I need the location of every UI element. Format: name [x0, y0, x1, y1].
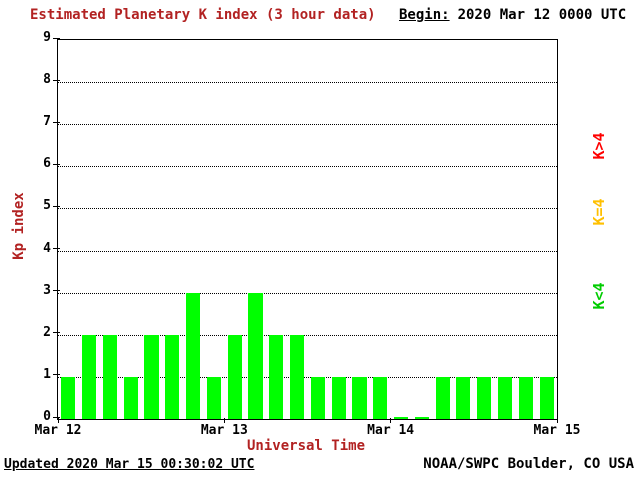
kp-bar — [102, 334, 118, 419]
x-tick-mark — [390, 418, 392, 423]
x-tick-mark — [223, 418, 225, 423]
y-tick-label: 7 — [43, 114, 51, 130]
kp-bar — [248, 292, 263, 419]
gridline — [58, 376, 557, 378]
y-tick-mark — [53, 163, 60, 165]
x-tick-mark — [57, 418, 59, 423]
legend-item: K<4 — [590, 282, 608, 310]
y-tick-mark — [53, 79, 60, 81]
kp-bar — [331, 376, 346, 419]
x-tick-label: Mar 13 — [200, 423, 248, 438]
kp-bar — [352, 376, 367, 419]
x-tick-label: Mar 14 — [367, 423, 415, 438]
x-tick-label: Mar 15 — [533, 423, 581, 438]
x-tick-mark — [556, 418, 558, 423]
y-tick-label: 0 — [43, 409, 51, 424]
y-tick-mark — [53, 248, 60, 250]
kp-bar — [310, 376, 325, 419]
kp-bar — [206, 376, 221, 419]
y-tick-label: 2 — [43, 324, 51, 340]
kp-bar — [477, 376, 492, 419]
gridline — [58, 124, 557, 126]
begin-timestamp: Begin: 2020 Mar 12 0000 UTC — [399, 7, 626, 23]
y-tick-mark — [53, 205, 60, 207]
kp-bar — [518, 376, 533, 419]
kp-bar — [456, 376, 471, 419]
y-tick-mark — [53, 374, 60, 376]
kp-bar — [539, 376, 554, 419]
y-tick-label: 5 — [43, 198, 51, 214]
x-axis-label: Universal Time — [246, 438, 366, 454]
kp-bar — [269, 334, 284, 419]
y-tick-label: 9 — [43, 30, 51, 45]
kp-bar — [414, 417, 429, 419]
y-tick-mark — [53, 290, 60, 292]
kp-bar — [61, 376, 76, 419]
y-tick-label: 3 — [43, 282, 51, 298]
y-tick-mark — [53, 37, 60, 39]
y-tick-label: 1 — [43, 366, 51, 382]
chart-title: Estimated Planetary K index (3 hour data… — [30, 7, 376, 23]
y-tick-label: 8 — [43, 72, 51, 88]
begin-label: Begin: — [399, 7, 450, 23]
kp-bar — [144, 334, 159, 419]
kp-bar — [165, 334, 180, 419]
gridline — [58, 292, 557, 294]
y-tick-label: 4 — [43, 240, 51, 256]
gridline — [58, 334, 557, 336]
y-tick-mark — [53, 416, 60, 418]
kp-bar — [227, 334, 242, 419]
kp-bar — [393, 417, 409, 419]
kp-bar — [435, 376, 450, 419]
kp-bar — [373, 376, 388, 419]
gridline — [58, 82, 557, 84]
kp-bar — [290, 334, 305, 419]
y-tick-mark — [53, 121, 60, 123]
y-tick-label: 6 — [43, 156, 51, 172]
kp-bar — [123, 376, 138, 419]
updated-timestamp: Updated 2020 Mar 15 00:30:02 UTC — [4, 457, 255, 472]
gridline — [58, 250, 557, 252]
source-credit: NOAA/SWPC Boulder, CO USA — [423, 456, 634, 472]
kp-bar — [497, 376, 513, 419]
begin-value: 2020 Mar 12 0000 UTC — [457, 7, 627, 23]
plot-area — [57, 39, 558, 420]
kp-bar — [82, 334, 97, 419]
legend-item: K=4 — [590, 198, 608, 226]
legend-item: K>4 — [590, 132, 608, 160]
x-tick-label: Mar 12 — [34, 423, 82, 438]
gridline — [58, 208, 557, 210]
y-tick-mark — [53, 332, 60, 334]
kp-bar — [186, 292, 201, 419]
gridline — [58, 166, 557, 168]
